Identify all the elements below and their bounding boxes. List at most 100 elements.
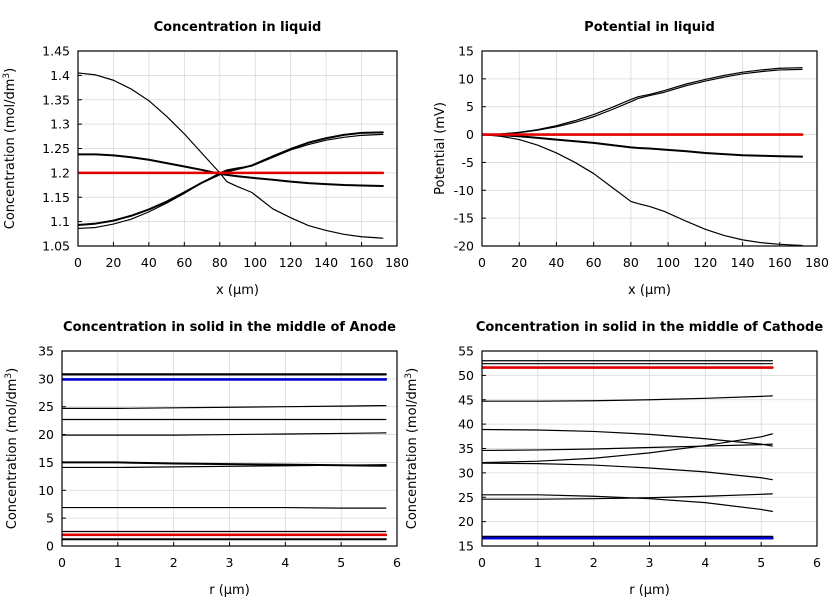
x-tick-label: 160 — [768, 255, 792, 270]
y-tick-label: 15 — [38, 455, 54, 470]
y-tick-label: 20 — [458, 514, 474, 529]
x-tick-label: 6 — [813, 555, 821, 570]
x-axis-label: r (µm) — [209, 583, 250, 598]
plot-frame — [77, 50, 398, 247]
y-axis-label: Concentration (mol/dm3) — [4, 368, 20, 530]
y-axis-label-end: ) — [3, 68, 18, 73]
x-tick-label: 5 — [337, 555, 345, 570]
y-tick-label: 30 — [458, 465, 474, 480]
chart-title: Concentration in solid in the middle of … — [63, 320, 396, 335]
x-tick-label: 120 — [279, 255, 303, 270]
x-axis-label: x (µm) — [628, 283, 671, 298]
y-tick-label: 35 — [458, 441, 474, 456]
y-tick-label: 1.45 — [42, 44, 70, 59]
x-tick-label: 3 — [226, 555, 234, 570]
series-line-profile-4 — [78, 131, 384, 227]
series-line-potential-4 — [482, 133, 804, 158]
chart-title: Concentration in liquid — [154, 20, 322, 35]
x-axis-label: x (µm) — [216, 283, 259, 298]
y-axis-label: Potential (mV) — [433, 102, 448, 195]
x-tick-label: 180 — [385, 255, 409, 270]
series-line-anode-5 — [62, 432, 387, 436]
x-tick-label: 1 — [534, 555, 542, 570]
y-tick-label: 10 — [38, 483, 54, 498]
y-tick-label: 1.25 — [42, 141, 70, 156]
y-tick-label: 1.3 — [50, 117, 70, 132]
y-tick-label: 1.35 — [42, 92, 70, 107]
y-tick-label: 5 — [46, 511, 54, 526]
y-tick-label: -5 — [462, 155, 474, 170]
x-tick-label: 0 — [58, 555, 66, 570]
series-line-anode-3 — [62, 405, 387, 409]
series-group — [482, 360, 774, 540]
plot-frame — [481, 50, 818, 247]
y-tick-label: 30 — [38, 371, 54, 386]
y-tick-label: 25 — [38, 399, 54, 414]
x-tick-label: 2 — [170, 555, 178, 570]
y-tick-label: 15 — [458, 44, 474, 59]
x-tick-label: 6 — [393, 555, 401, 570]
y-tick-label: 50 — [458, 368, 474, 383]
x-tick-label: 100 — [656, 255, 680, 270]
series-line-profile-1 — [78, 72, 384, 239]
y-tick-label: 1.1 — [50, 214, 70, 229]
series-line-potential-3 — [482, 133, 803, 246]
x-tick-label: 0 — [478, 555, 486, 570]
series-line-cathode-10 — [482, 493, 773, 500]
series-line-profile-3 — [78, 153, 384, 188]
y-tick-label: 1.2 — [50, 165, 70, 180]
series-group — [482, 67, 804, 246]
y-axis-label-main: Potential (mV) — [433, 102, 448, 195]
x-tick-label: 0 — [478, 255, 486, 270]
y-tick-label: 1.4 — [50, 68, 70, 83]
y-tick-label: 55 — [458, 344, 474, 359]
series-line-potential-2 — [482, 68, 803, 136]
y-axis-label: Concentration (mol/dm3) — [2, 68, 18, 230]
y-tick-label: 1.15 — [42, 190, 70, 205]
series-line-cathode-4 — [482, 395, 773, 402]
y-tick-label: 0 — [466, 127, 474, 142]
x-tick-label: 2 — [590, 555, 598, 570]
series-group — [62, 373, 388, 541]
y-axis-label-superscript: 3 — [4, 373, 14, 379]
x-tick-label: 140 — [731, 255, 755, 270]
y-axis-label-main: Concentration (mol/dm — [3, 79, 18, 230]
x-tick-label: 3 — [646, 555, 654, 570]
y-tick-label: 45 — [458, 392, 474, 407]
x-tick-label: 140 — [314, 255, 338, 270]
y-tick-label: 35 — [38, 344, 54, 359]
series-line-cathode-6 — [482, 443, 773, 452]
y-tick-label: 10 — [458, 71, 474, 86]
y-axis-label: Concentration (mol/dm3) — [404, 368, 420, 530]
chart-title: Potential in liquid — [584, 20, 715, 35]
x-tick-label: 80 — [623, 255, 639, 270]
y-axis-label-end: ) — [405, 368, 420, 373]
plot-frame — [481, 350, 818, 547]
y-tick-label: 20 — [38, 427, 54, 442]
y-tick-label: 15 — [458, 539, 474, 554]
x-tick-label: 100 — [243, 255, 267, 270]
y-axis-label-superscript: 3 — [404, 373, 414, 379]
x-tick-label: 20 — [511, 255, 527, 270]
series-line-cathode-8 — [482, 462, 773, 481]
x-tick-label: 60 — [586, 255, 602, 270]
x-tick-label: 120 — [693, 255, 717, 270]
plot-frame — [61, 350, 398, 547]
series-line-profile-2 — [78, 133, 384, 230]
series-line-anode-8 — [62, 506, 387, 509]
y-axis-label-main: Concentration (mol/dm — [405, 379, 420, 530]
y-tick-label: 0 — [46, 539, 54, 554]
y-tick-label: -10 — [454, 183, 474, 198]
x-axis-label: r (µm) — [629, 583, 670, 598]
y-tick-label: -20 — [454, 239, 474, 254]
x-tick-label: 20 — [105, 255, 121, 270]
y-axis-label-superscript: 3 — [2, 73, 12, 79]
y-tick-label: 40 — [458, 417, 474, 432]
y-tick-label: 5 — [466, 99, 474, 114]
x-tick-label: 5 — [757, 555, 765, 570]
chart-title: Concentration in solid in the middle of … — [476, 320, 824, 335]
y-axis-label-end: ) — [5, 368, 20, 373]
x-tick-label: 40 — [548, 255, 564, 270]
series-line-anode-7 — [62, 464, 387, 469]
